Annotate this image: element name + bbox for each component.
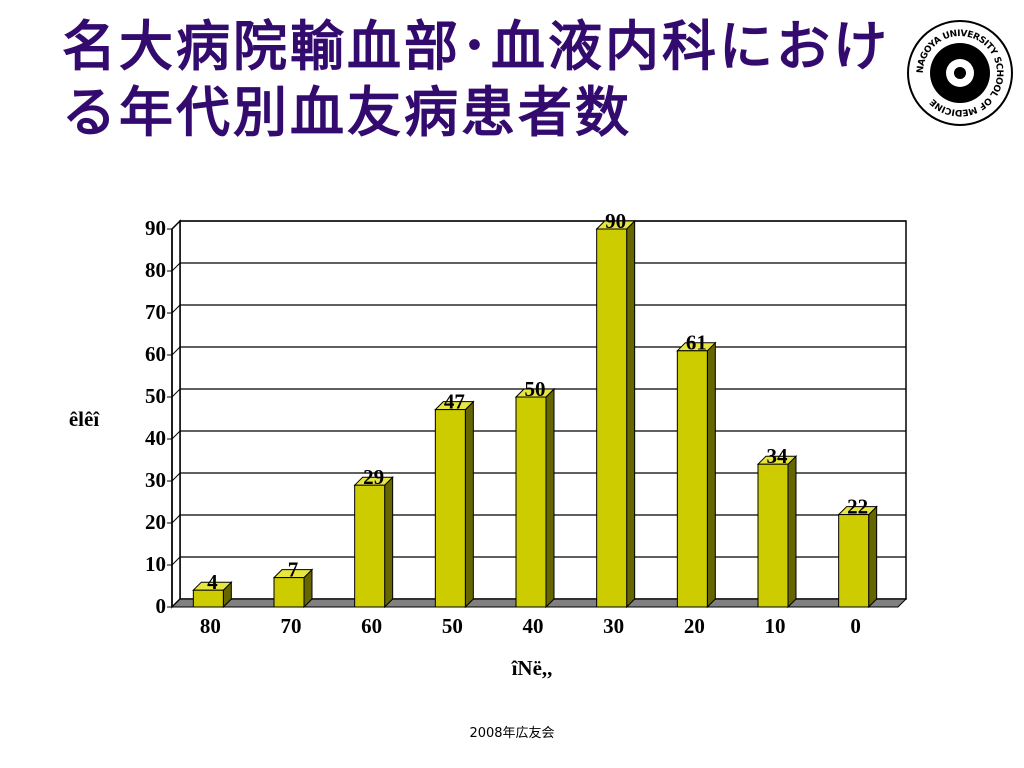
value-label: 22 [847, 494, 868, 518]
y-tick-label: 40 [145, 426, 166, 450]
x-tick-label: 70 [281, 614, 302, 638]
x-tick-label: 60 [361, 614, 382, 638]
value-label: 61 [686, 331, 707, 355]
grid-line-side [171, 346, 181, 356]
grid-line-side [171, 262, 181, 272]
y-axis-label: êlêî [69, 407, 100, 431]
bar [434, 409, 466, 608]
y-tick-label: 20 [145, 510, 166, 534]
x-axis-label: îNë,, [511, 656, 553, 680]
grid-line-side [171, 430, 181, 440]
bar [596, 228, 628, 608]
bar-side [545, 387, 555, 609]
y-tick-label: 50 [145, 384, 166, 408]
grid-line-side [171, 598, 181, 608]
y-tick-label: 90 [145, 216, 166, 240]
bar [354, 484, 386, 608]
value-label: 47 [444, 389, 465, 413]
x-tick-label: 30 [603, 614, 624, 638]
grid-line-side [171, 514, 181, 524]
bar [515, 396, 547, 608]
grid-line-side [171, 388, 181, 398]
value-label: 90 [605, 209, 626, 233]
y-tick-label: 10 [145, 552, 166, 576]
bar [273, 577, 305, 608]
chart: 0 10 20 30 40 50 60 70 80 90 80 4 70 7 60 29 50 47 40 50 30 9… [69, 209, 908, 680]
slide-title: 名大病院輸血部･血液内科における年代別血友病患者数 [62, 15, 890, 144]
grid-line-side [171, 304, 181, 314]
x-tick-label: 20 [684, 614, 705, 638]
x-tick-label: 80 [200, 614, 221, 638]
bar [676, 350, 708, 608]
y-tick-label: 0 [156, 594, 167, 618]
bar-side [706, 341, 716, 609]
side-wall [171, 219, 181, 609]
y-tick-label: 80 [145, 258, 166, 282]
footer: 2008年広友会 [469, 726, 555, 741]
bar-side [384, 475, 394, 609]
y-tick-label: 30 [145, 468, 166, 492]
x-tick-label: 0 [850, 614, 861, 638]
x-tick-label: 10 [765, 614, 786, 638]
bar-side [868, 505, 878, 609]
grid-line-side [171, 556, 181, 566]
bar-side [787, 454, 797, 609]
y-tick-label: 60 [145, 342, 166, 366]
grid-line-side [171, 472, 181, 482]
y-tick-label: 70 [145, 300, 166, 324]
bar [192, 589, 224, 608]
logo: NAGOYA UNIVERSITY SCHOOL OF MEDICINE [907, 20, 1013, 126]
value-label: 29 [363, 465, 384, 489]
value-label: 4 [207, 570, 218, 594]
bar [838, 514, 870, 608]
value-label: 50 [525, 377, 546, 401]
bar [757, 463, 789, 608]
x-tick-label: 50 [442, 614, 463, 638]
bar-side [626, 219, 636, 609]
bar-side [464, 400, 474, 609]
x-tick-label: 40 [523, 614, 544, 638]
grid-line-side [171, 220, 181, 230]
value-label: 34 [767, 444, 789, 468]
value-label: 7 [288, 557, 299, 581]
